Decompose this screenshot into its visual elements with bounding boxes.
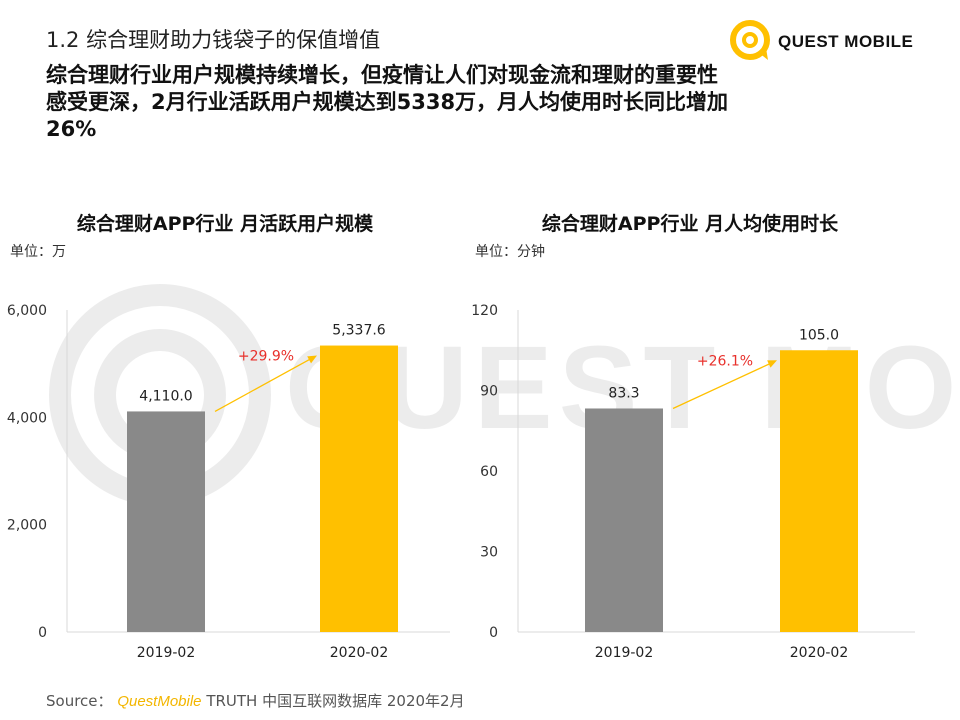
y-tick-label: 90 — [480, 384, 498, 400]
value-label: 83.3 — [608, 385, 639, 401]
logo-text: QUEST MOBILE — [778, 32, 914, 51]
growth-arrow-head — [767, 360, 777, 368]
y-tick-label: 0 — [489, 625, 498, 641]
chart-usage-time: 0 30 60 90 120 83.3 2019-02 105.0 2020-02 +26.1% … — [465, 205, 915, 665]
y-tick-label: 4,000 — [7, 410, 47, 426]
y-tick-label: 6,000 — [7, 303, 47, 319]
headline: 综合理财行业用户规模持续增长，但疫情让人们对现金流和理财的重要性感受更深，2月行… — [46, 63, 729, 141]
bar-2020-02 — [780, 350, 858, 632]
y-tick-label: 30 — [480, 545, 498, 561]
chart-monthly-active-users: 0 2,000 4,000 6,000 4,110.0 2019-02 5,337.6 202… — [0, 205, 450, 665]
bar-2020-02 — [320, 345, 398, 632]
source-rest: TRUTH 中国互联网数据库 2020年2月 — [206, 692, 465, 710]
value-label: 4,110.0 — [139, 388, 192, 404]
source-prefix: Source： — [46, 692, 113, 710]
source-note: Source： QuestMobile TRUTH 中国互联网数据库 2020年… — [46, 690, 465, 711]
y-tick-label: 0 — [38, 625, 47, 641]
chart-title: 综合理财APP行业 月人均使用时长 — [541, 213, 839, 235]
bar-2019-02 — [127, 411, 205, 632]
growth-label: +29.9% — [238, 349, 294, 365]
quest-mobile-logo-icon — [730, 20, 770, 60]
x-tick-label: 2019-02 — [595, 645, 654, 661]
chart-unit: 单位：万 — [10, 244, 66, 260]
x-tick-label: 2020-02 — [330, 645, 389, 661]
y-tick-label: 60 — [480, 464, 498, 480]
y-tick-label: 120 — [471, 303, 498, 319]
chart-monthly-active-users-plot: 0 2,000 4,000 6,000 4,110.0 2019-02 5,337.6 202… — [7, 303, 450, 661]
value-label: 105.0 — [799, 327, 839, 343]
source-brand: QuestMobile — [117, 693, 202, 710]
x-tick-label: 2019-02 — [137, 645, 196, 661]
y-tick-label: 2,000 — [7, 518, 47, 534]
chart-usage-time-plot: 0 30 60 90 120 83.3 2019-02 105.0 2020-02 +26.1% — [471, 303, 915, 661]
x-tick-label: 2020-02 — [790, 645, 849, 661]
growth-arrow-head — [307, 355, 317, 364]
bar-2019-02 — [585, 408, 663, 632]
growth-label: +26.1% — [697, 353, 753, 369]
value-label: 5,337.6 — [332, 323, 386, 339]
growth-arrow-line — [214, 356, 314, 412]
chart-title: 综合理财APP行业 月活跃用户规模 — [76, 213, 374, 235]
chart-unit: 单位：分钟 — [475, 244, 545, 260]
growth-arrow-line — [672, 361, 774, 410]
quest-mobile-logo: QUEST MOBILE — [728, 12, 928, 62]
section-title: 1.2 综合理财助力钱袋子的保值增值 — [46, 28, 381, 52]
